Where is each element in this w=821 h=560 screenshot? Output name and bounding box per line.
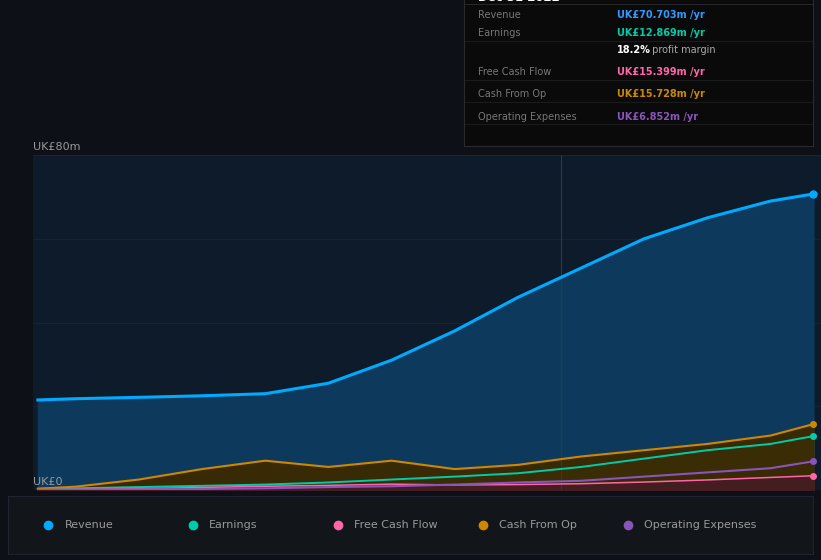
Text: Earnings: Earnings	[209, 520, 258, 530]
Text: Free Cash Flow: Free Cash Flow	[478, 67, 551, 77]
Text: profit margin: profit margin	[649, 45, 715, 55]
Text: Operating Expenses: Operating Expenses	[644, 520, 756, 530]
Text: Cash From Op: Cash From Op	[499, 520, 577, 530]
Text: UK£0: UK£0	[33, 477, 62, 487]
Text: UK£70.703m /yr: UK£70.703m /yr	[617, 10, 705, 20]
Text: Revenue: Revenue	[478, 10, 521, 20]
Text: Earnings: Earnings	[478, 28, 521, 38]
Text: Operating Expenses: Operating Expenses	[478, 112, 576, 122]
Text: UK£15.399m /yr: UK£15.399m /yr	[617, 67, 705, 77]
Text: Cash From Op: Cash From Op	[478, 88, 546, 99]
Text: UK£6.852m /yr: UK£6.852m /yr	[617, 112, 699, 122]
Text: UK£15.728m /yr: UK£15.728m /yr	[617, 88, 705, 99]
Text: Revenue: Revenue	[65, 520, 113, 530]
Text: UK£12.869m /yr: UK£12.869m /yr	[617, 28, 705, 38]
Text: Free Cash Flow: Free Cash Flow	[354, 520, 438, 530]
Text: 18.2%: 18.2%	[617, 45, 651, 55]
Text: UK£80m: UK£80m	[33, 142, 80, 152]
Text: Dec 31 2022: Dec 31 2022	[478, 0, 560, 4]
